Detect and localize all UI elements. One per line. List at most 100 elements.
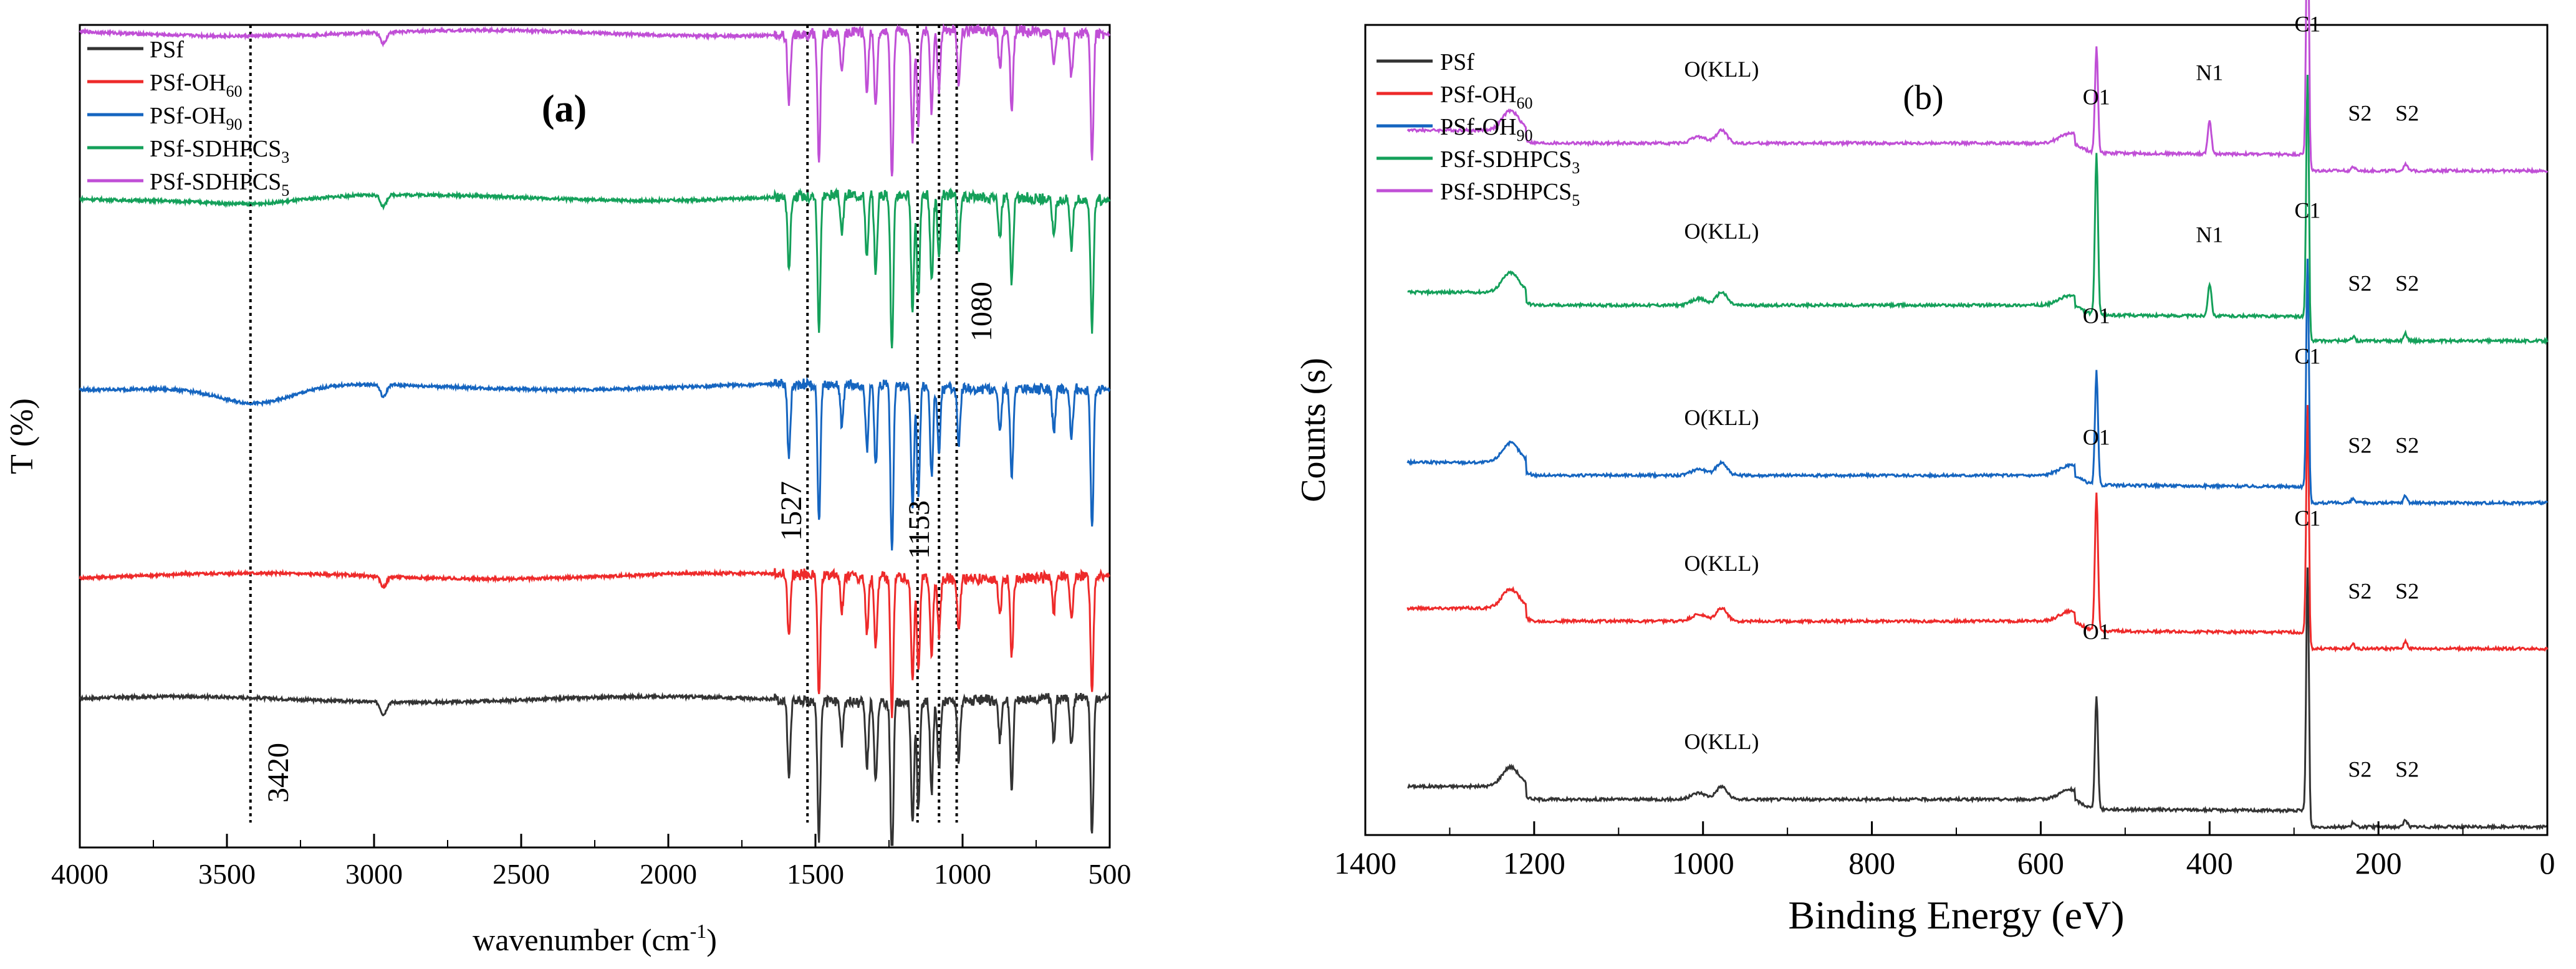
x-tick-label: 1200 [1503,846,1565,881]
panel-a-x-ticks: 4000 3500 3000 2500 2000 1500 1000 500 [51,834,1132,890]
peak-label-S2: S2 [2395,100,2419,125]
series-line-PSf [79,691,1110,846]
legend-label-main: PSf-SDHPCS [1440,146,1572,173]
legend-label: PSf-OH90 [150,103,242,133]
panel-a-xlabel-sup: -1 [690,920,707,942]
legend-label: PSf-OH90 [1440,114,1532,145]
peak-label-S2: S2 [2395,757,2419,781]
x-tick-label: 200 [2355,846,2402,881]
legend-label-sub: 3 [281,148,289,166]
peak-label-O1: O1 [2083,619,2110,644]
x-tick-label: 600 [2017,846,2064,881]
legend-label-sub: 90 [226,115,242,133]
reference-label: 1527 [775,481,808,541]
peak-label-O(KLL): O(KLL) [1684,405,1759,430]
legend-label-main: PSf-SDHPCS [150,169,281,195]
peak-label-O(KLL): O(KLL) [1684,551,1759,576]
reference-label: 1080 [965,282,998,341]
peak-label-N1: N1 [2196,60,2223,85]
peak-label-O1: O1 [2083,0,2110,4]
legend-label-sub: 3 [1572,159,1580,177]
panel-b-ylabel: Counts (s) [1294,358,1333,502]
legend-label: PSf-OH60 [150,70,242,100]
legend-label-main: PSf [150,37,184,63]
peak-label-S2: S2 [2348,757,2372,781]
legend-label-sub: 5 [281,181,289,199]
legend-label-sub: 90 [1516,126,1532,145]
peak-label-S2: S2 [2348,432,2372,457]
panel-a-legend: PSfPSf-OH60PSf-OH90PSf-SDHPCS3PSf-SDHPCS… [87,37,289,199]
x-tick-label: 800 [1848,846,1895,881]
legend-label-main: PSf-OH [150,70,226,96]
peak-label-C1: C1 [2294,198,2320,222]
series-line-PSf-OH60 [79,568,1110,718]
peak-label-C1: C1 [2294,505,2320,530]
reference-label: 1153 [903,500,936,559]
legend-label-sub: 5 [1572,191,1580,209]
panel-b-label: (b) [1903,79,1943,117]
x-tick-label: 500 [1089,858,1132,890]
panel-a-xlabel-close: ) [706,922,717,957]
panel-b: 1400 1200 1000 800 600 400 200 0 O(KLL) O1 C1 S2 S2… [1294,0,2555,937]
series-line-PSf [1407,567,2548,831]
peak-label-S2: S2 [2348,100,2372,125]
panel-a-xlabel: wavenumber (cm-1) [473,920,717,957]
peak-label-S2: S2 [2395,432,2419,457]
x-tick-label: 1500 [787,858,844,890]
x-tick-label: 1000 [1672,846,1734,881]
legend-label: PSf-OH60 [1440,82,1532,112]
legend-label-main: PSf-SDHPCS [150,136,281,162]
x-tick-label: 1000 [934,858,991,890]
panel-a-series [79,23,1111,846]
series-line-PSf-OH90 [79,376,1111,551]
peak-label-O1: O1 [2083,84,2110,109]
peak-label-O1: O1 [2083,424,2110,449]
x-tick-label: 3500 [198,858,256,890]
x-tick-label: 4000 [51,858,108,890]
series-line-PSf-SDHPCS3 [1407,74,2549,346]
legend-label-main: PSf-OH [1440,114,1516,140]
legend-label-main: PSf-SDHPCS [1440,179,1572,205]
peak-label-N1: N1 [2196,222,2223,247]
series-line-PSf-SDHPCS5 [79,23,1111,177]
legend-label-main: PSf-OH [1440,82,1516,108]
legend-label-main: PSf [1440,49,1474,75]
series-line-PSf-OH90 [1406,259,2549,507]
legend-label-sub: 60 [1516,94,1532,112]
legend-label: PSf [1440,49,1474,75]
panel-b-x-ticks: 1400 1200 1000 800 600 400 200 0 [1334,821,2555,881]
peak-label-S2: S2 [2348,578,2372,603]
panel-a-label: (a) [542,88,587,130]
panel-a: 4000 3500 3000 2500 2000 1500 1000 500 3420 1527… [4,23,1132,957]
panel-a-ylabel: T (%) [4,398,40,474]
series-line-PSf-SDHPCS5 [1406,0,2549,175]
peak-label-O1: O1 [2083,303,2110,328]
peak-label-S2: S2 [2348,270,2372,295]
legend-label-main: PSf-OH [150,103,226,129]
legend-label: PSf-SDHPCS5 [1440,179,1580,209]
legend-label: PSf [150,37,184,63]
x-tick-label: 2500 [493,858,550,890]
peak-label-S2: S2 [2395,270,2419,295]
peak-label-O(KLL): O(KLL) [1684,219,1759,244]
x-tick-label: 0 [2540,846,2555,881]
peak-label-C1: C1 [2294,11,2320,36]
series-line-PSf-SDHPCS3 [79,187,1111,349]
reference-label: 3420 [262,743,295,803]
legend-label-sub: 60 [226,82,242,100]
x-tick-label: 1400 [1334,846,1396,881]
panel-b-xlabel: Binding Energy (eV) [1788,893,2124,937]
series-line-PSf-OH60 [1406,404,2549,653]
panel-b-legend: PSfPSf-OH60PSf-OH90PSf-SDHPCS3PSf-SDHPCS… [1377,49,1580,209]
peak-label-O(KLL): O(KLL) [1684,57,1759,82]
legend-label: PSf-SDHPCS3 [1440,146,1580,177]
x-tick-label: 2000 [640,858,697,890]
peak-label-C1: C1 [2294,343,2320,368]
panel-b-series [1406,0,2549,831]
panel-a-reference-labels: 3420 1527 1153 1080 [262,282,998,803]
legend-label: PSf-SDHPCS5 [150,169,289,199]
panel-b-annotations: O(KLL) O1 C1 S2 S2 O(KLL) O1 C1 S2 S2 O(KLL) O1 C1 S2… [1684,0,2420,781]
x-tick-label: 3000 [345,858,403,890]
x-tick-label: 400 [2186,846,2233,881]
